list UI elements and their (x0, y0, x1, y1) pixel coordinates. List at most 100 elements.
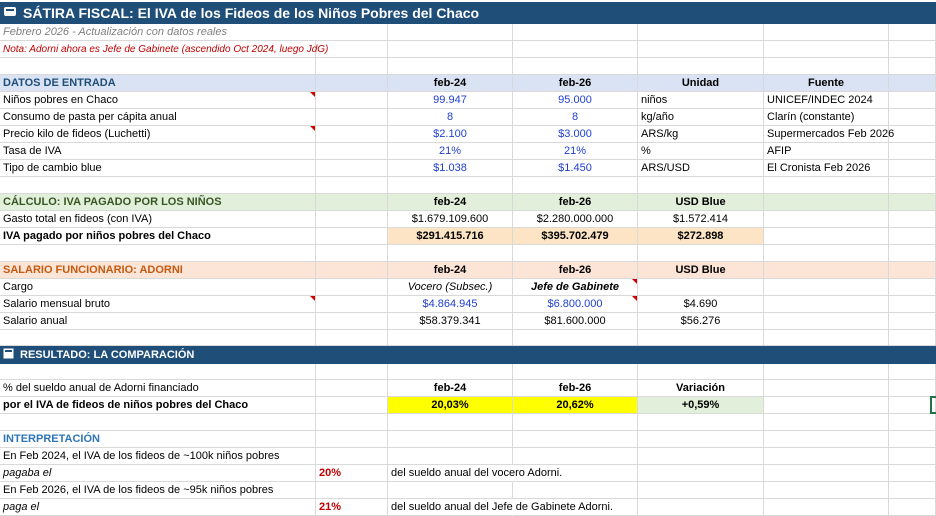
row-label[interactable]: Gasto total en fideos (con IVA) (0, 211, 316, 228)
table-row: Tipo de cambio blue $1.038 $1.450 ARS/US… (0, 160, 936, 177)
input-section-title[interactable]: DATOS DE ENTRADA (0, 75, 316, 92)
col-feb26[interactable]: feb-26 (513, 262, 638, 279)
col-feb26[interactable]: feb-26 (513, 75, 638, 92)
row-label[interactable]: Cargo (0, 279, 316, 296)
table-row: Tasa de IVA 21% 21% % AFIP (0, 143, 936, 160)
value-cell[interactable]: $58.379.341 (388, 313, 513, 330)
row-label[interactable]: Tasa de IVA (0, 143, 316, 160)
source-cell[interactable]: Clarín (constante) (764, 109, 889, 126)
subtitle-cell[interactable]: Febrero 2026 - Actualización con datos r… (0, 24, 316, 41)
unit-cell[interactable]: % (638, 143, 764, 160)
source-cell[interactable]: UNICEF/INDEC 2024 (764, 92, 889, 109)
interp-text[interactable]: del sueldo anual del Jefe de Gabinete Ad… (388, 499, 613, 516)
salary-section-title[interactable]: SALARIO FUNCIONARIO: ADORNI (0, 262, 316, 279)
col-feb24[interactable]: feb-24 (388, 194, 513, 211)
empty-row (0, 177, 936, 194)
empty-row (0, 330, 936, 346)
value-cell[interactable]: 21% (388, 143, 513, 160)
interp-text[interactable]: En Feb 2026, el IVA de los fideos de ~95… (0, 482, 316, 499)
col-feb26[interactable]: feb-26 (513, 194, 638, 211)
value-cell[interactable]: $1.450 (513, 160, 638, 177)
col-feb26[interactable]: feb-26 (513, 380, 638, 397)
value-cell[interactable]: $56.276 (638, 313, 764, 330)
row-label[interactable]: Consumo de pasta per cápita anual (0, 109, 316, 126)
interp-text[interactable]: pagaba el (0, 465, 316, 482)
row-label[interactable]: Salario mensual bruto (0, 296, 316, 313)
note-cell[interactable]: Nota: Adorni ahora es Jefe de Gabinete (… (0, 41, 328, 58)
interp-row: pagaba el 20% del sueldo anual del vocer… (0, 465, 936, 482)
interp-percent[interactable]: 20% (316, 465, 388, 482)
value-cell[interactable]: 8 (513, 109, 638, 126)
row-label[interactable]: Tipo de cambio blue (0, 160, 316, 177)
source-cell[interactable]: Supermercados Feb 2026 (764, 126, 894, 143)
value-cell[interactable]: $81.600.000 (513, 313, 638, 330)
result-variation-cell[interactable]: +0,59% (638, 397, 764, 414)
table-row: Salario mensual bruto $4.864.945 $6.800.… (0, 296, 936, 313)
col-usd[interactable]: USD Blue (638, 194, 764, 211)
interp-percent[interactable]: 21% (316, 499, 388, 516)
col-variacion[interactable]: Variación (638, 380, 764, 397)
col-feb24[interactable]: feb-24 (388, 75, 513, 92)
col-fuente[interactable]: Fuente (764, 75, 889, 92)
iva-feb24-cell[interactable]: $291.415.716 (388, 228, 513, 245)
interp-text[interactable]: En Feb 2024, el IVA de los fideos de ~10… (0, 448, 316, 465)
table-row: Salario anual $58.379.341 $81.600.000 $5… (0, 313, 936, 330)
iva-usd-cell[interactable]: $272.898 (638, 228, 764, 245)
value-cell[interactable]: $1.038 (388, 160, 513, 177)
value-cell[interactable]: $4.864.945 (388, 296, 513, 313)
value-cell[interactable]: $2.280.000.000 (513, 211, 638, 228)
input-header-row: DATOS DE ENTRADA feb-24 feb-26 Unidad Fu… (0, 75, 936, 92)
result-feb26-cell[interactable]: 20,62% (513, 397, 638, 414)
col-usd[interactable]: USD Blue (638, 262, 764, 279)
result-header-cell[interactable]: RESULTADO: LA COMPARACIÓN (0, 346, 936, 364)
title-cell[interactable]: SÁTIRA FISCAL: El IVA de los Fideos de l… (0, 2, 936, 24)
value-cell[interactable]: 21% (513, 143, 638, 160)
unit-cell[interactable]: niños (638, 92, 764, 109)
value-cell[interactable]: 99.947 (388, 92, 513, 109)
value-cell[interactable]: 95.000 (513, 92, 638, 109)
value-cell[interactable]: 8 (388, 109, 513, 126)
result-row: por el IVA de fideos de niños pobres del… (0, 397, 936, 414)
active-cell-selection[interactable] (930, 396, 936, 414)
empty-row (0, 245, 936, 262)
table-row: Niños pobres en Chaco 99.947 95.000 niño… (0, 92, 936, 109)
interp-text[interactable]: paga el (0, 499, 316, 516)
source-cell[interactable]: AFIP (764, 143, 889, 160)
value-cell[interactable]: $4.690 (638, 296, 764, 313)
result-colheads-row: % del sueldo anual de Adorni financiado … (0, 380, 936, 397)
result-section-title: RESULTADO: LA COMPARACIÓN (20, 348, 195, 361)
value-cell[interactable] (638, 279, 764, 296)
row-label[interactable]: por el IVA de fideos de niños pobres del… (0, 397, 316, 414)
value-cell[interactable]: $1.572.414 (638, 211, 764, 228)
row-label[interactable]: IVA pagado por niños pobres del Chaco (0, 228, 316, 245)
result-feb24-cell[interactable]: 20,03% (388, 397, 513, 414)
table-row: Consumo de pasta per cápita anual 8 8 kg… (0, 109, 936, 126)
source-cell[interactable]: El Cronista Feb 2026 (764, 160, 889, 177)
interp-section-title[interactable]: INTERPRETACIÓN (0, 431, 316, 448)
row-label[interactable]: Niños pobres en Chaco (0, 92, 316, 109)
interp-text[interactable]: del sueldo anual del vocero Adorni. (388, 465, 562, 482)
salary-header-row: SALARIO FUNCIONARIO: ADORNI feb-24 feb-2… (0, 262, 936, 279)
col-feb24[interactable]: feb-24 (388, 262, 513, 279)
value-cell[interactable]: $3.000 (513, 126, 638, 143)
interp-header-row: INTERPRETACIÓN (0, 431, 936, 448)
ballot-box-icon (3, 348, 14, 362)
iva-feb26-cell[interactable]: $395.702.479 (513, 228, 638, 245)
row-label[interactable]: % del sueldo anual de Adorni financiado (0, 380, 316, 397)
unit-cell[interactable]: kg/año (638, 109, 764, 126)
table-row: Cargo Vocero (Subsec.) Jefe de Gabinete (0, 279, 936, 296)
calc-header-row: CÁLCULO: IVA PAGADO POR LOS NIÑOS feb-24… (0, 194, 936, 211)
value-cell[interactable]: $1.679.109.600 (388, 211, 513, 228)
empty-row (0, 414, 936, 431)
col-unidad[interactable]: Unidad (638, 75, 764, 92)
unit-cell[interactable]: ARS/kg (638, 126, 764, 143)
row-label[interactable]: Precio kilo de fideos (Luchetti) (0, 126, 316, 143)
value-cell[interactable]: $6.800.000 (513, 296, 638, 313)
value-cell[interactable]: $2.100 (388, 126, 513, 143)
row-label[interactable]: Salario anual (0, 313, 316, 330)
col-feb24[interactable]: feb-24 (388, 380, 513, 397)
cargo-feb26-cell[interactable]: Jefe de Gabinete (513, 279, 638, 296)
cargo-feb24-cell[interactable]: Vocero (Subsec.) (388, 279, 513, 296)
unit-cell[interactable]: ARS/USD (638, 160, 764, 177)
calc-section-title[interactable]: CÁLCULO: IVA PAGADO POR LOS NIÑOS (0, 194, 316, 211)
